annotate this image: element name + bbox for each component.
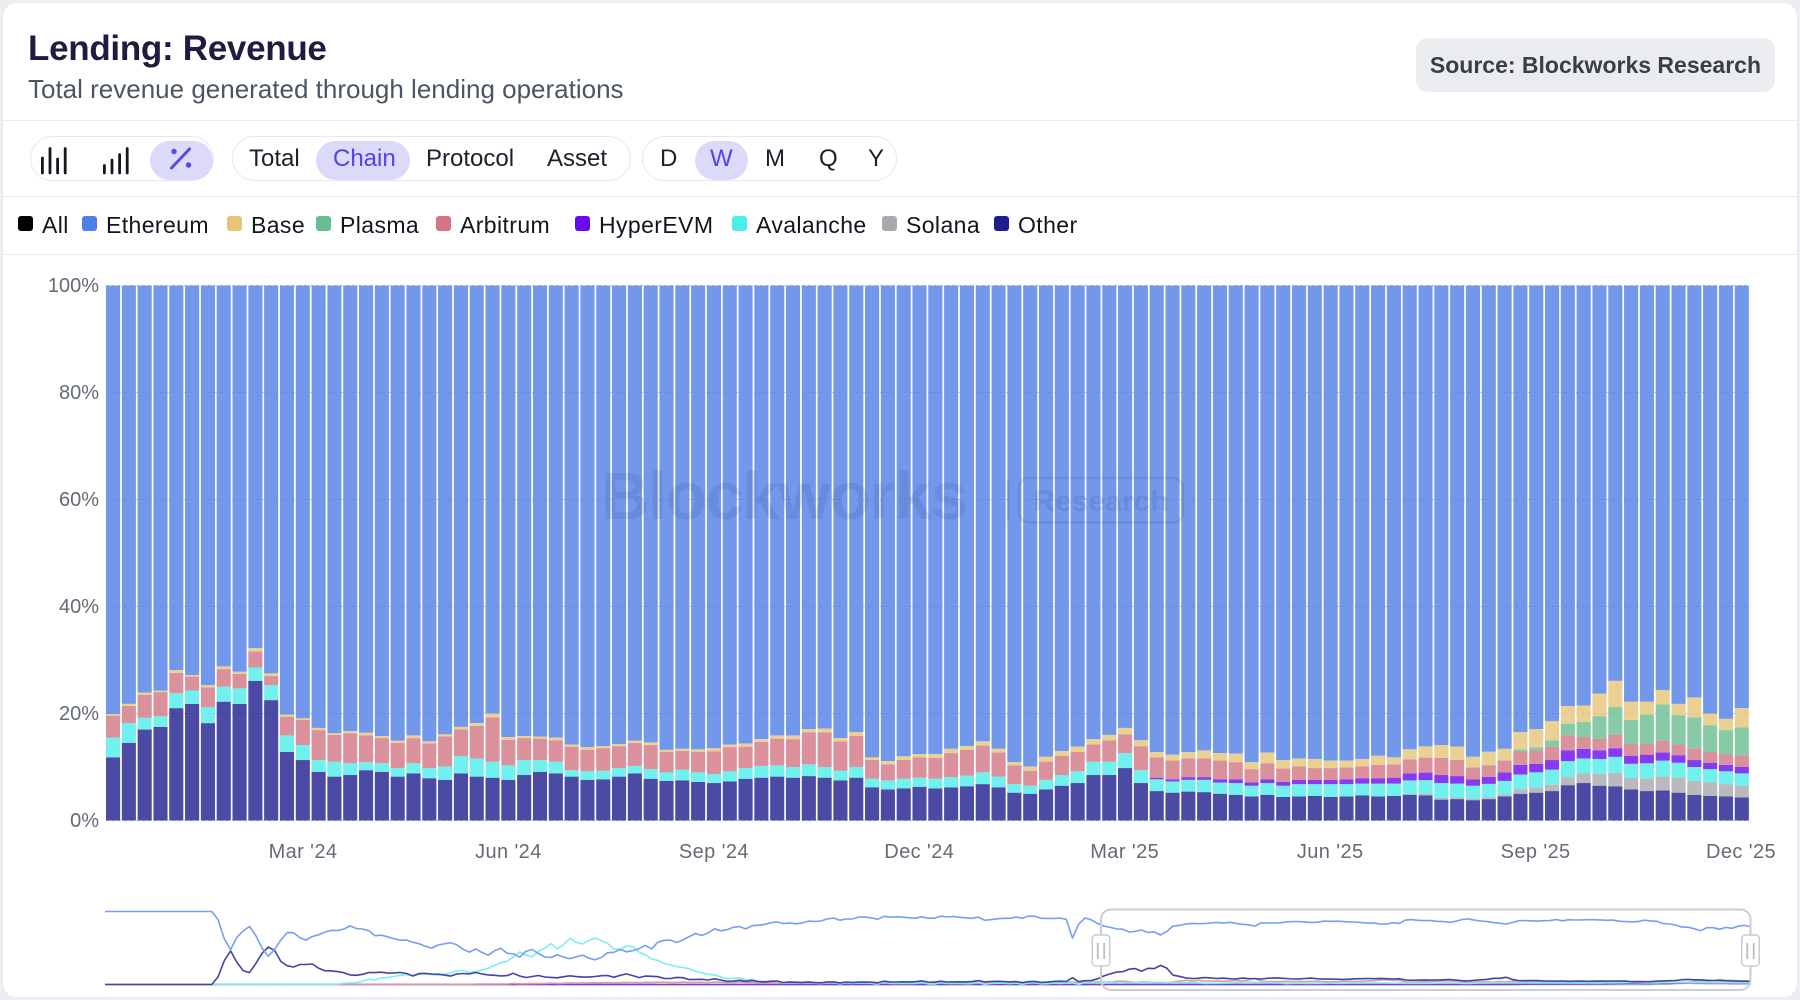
svg-text:Jun '24: Jun '24 — [475, 841, 542, 863]
svg-text:20%: 20% — [59, 703, 99, 725]
svg-text:Sep '24: Sep '24 — [679, 841, 749, 863]
svg-text:40%: 40% — [59, 596, 99, 618]
svg-text:Jun '25: Jun '25 — [1297, 841, 1364, 863]
svg-text:Mar '24: Mar '24 — [269, 841, 338, 863]
svg-text:Dec '24: Dec '24 — [884, 841, 954, 863]
svg-text:Dec '25: Dec '25 — [1706, 841, 1776, 863]
svg-text:Mar '25: Mar '25 — [1090, 841, 1159, 863]
svg-text:60%: 60% — [59, 489, 99, 511]
svg-text:80%: 80% — [59, 382, 99, 404]
svg-text:Blockworks: Blockworks — [601, 459, 967, 534]
svg-text:0%: 0% — [70, 810, 99, 832]
svg-text:Sep '25: Sep '25 — [1501, 841, 1571, 863]
svg-text:Research: Research — [1033, 485, 1168, 518]
svg-text:100%: 100% — [48, 275, 99, 297]
